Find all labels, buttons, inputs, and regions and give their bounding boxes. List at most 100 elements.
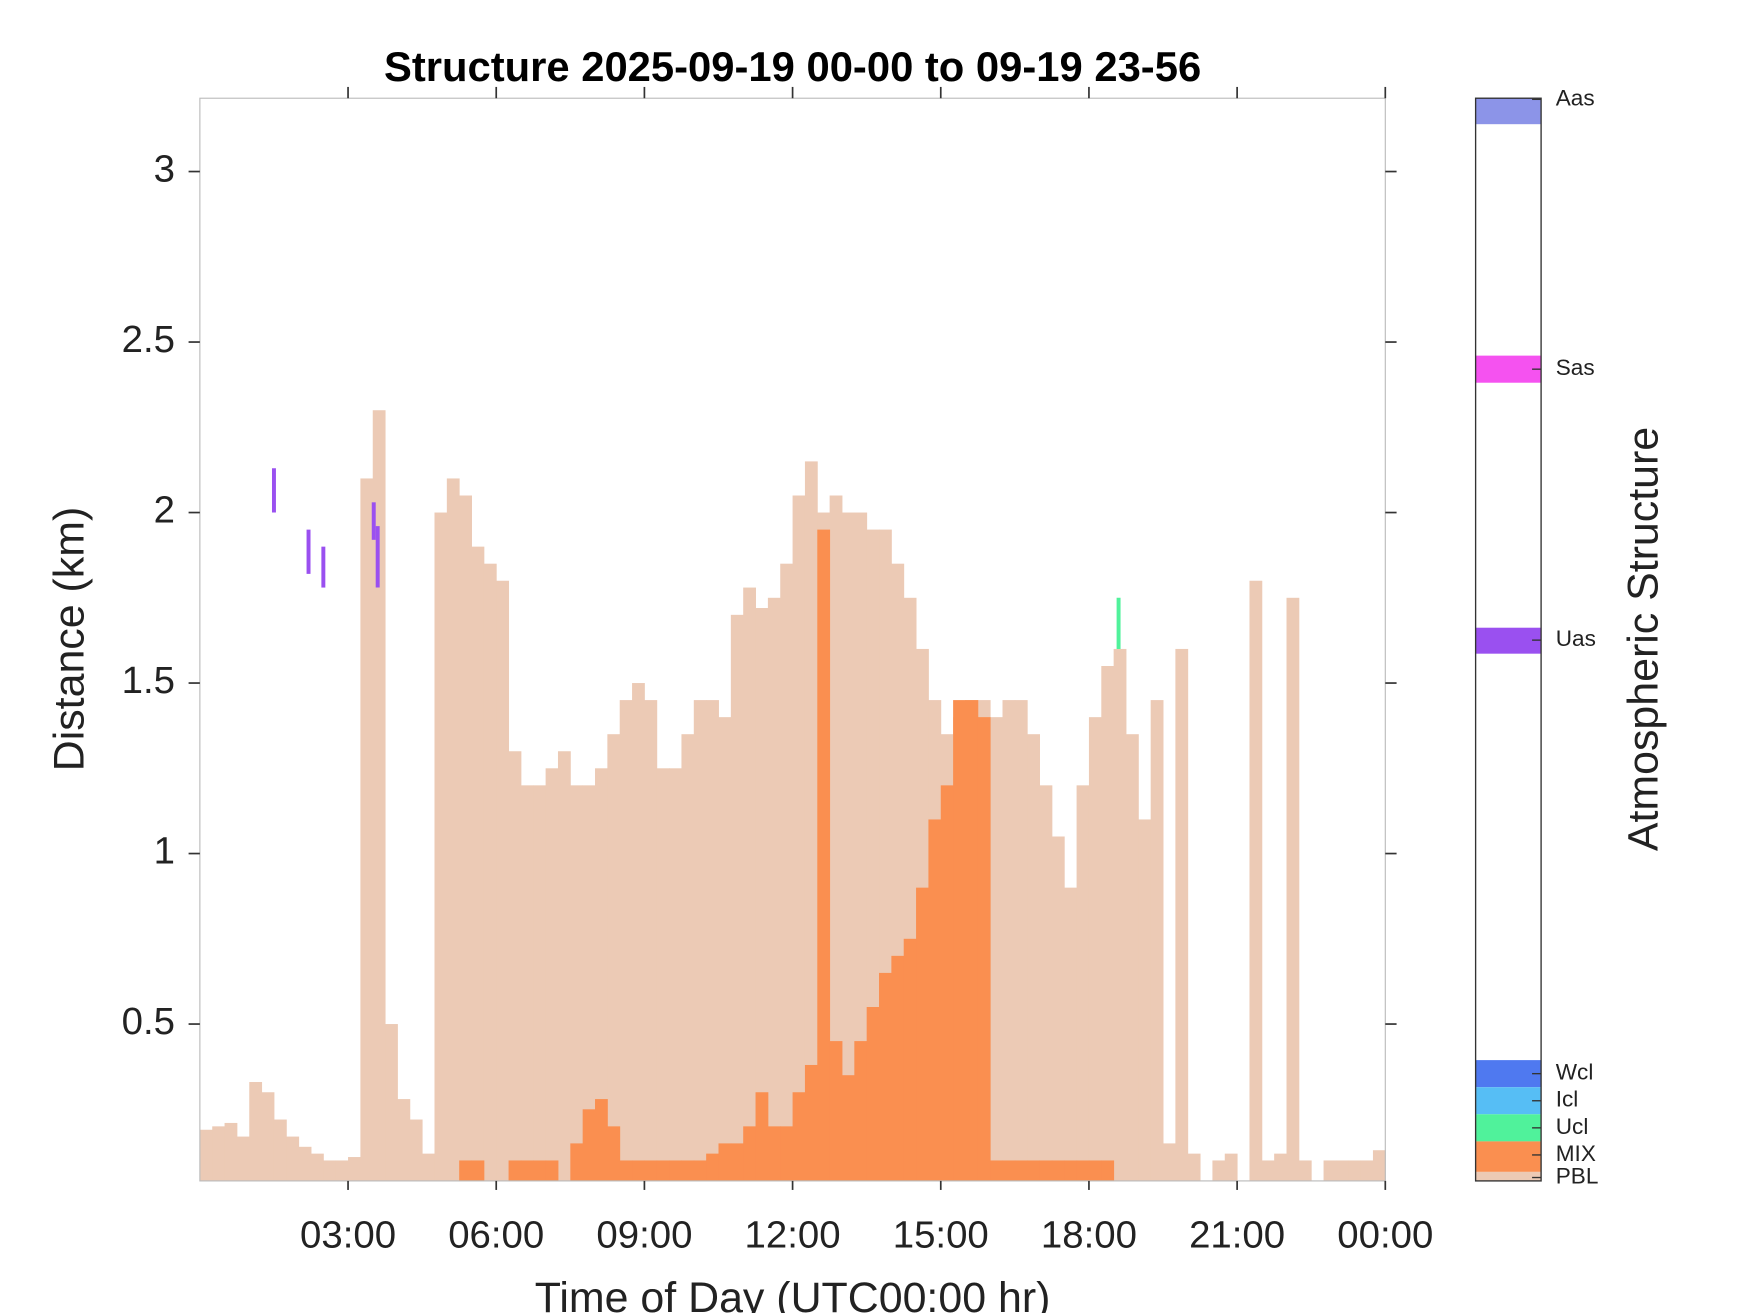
bar-pbl [780,563,794,1181]
bar-pbl [249,1082,263,1181]
bar-mix [792,1092,806,1181]
bar-mix [570,1143,584,1181]
bar-pbl [730,614,744,1181]
legend-label: MIX [1556,1141,1596,1166]
bar-pbl [854,512,868,1181]
bar-mix [903,938,917,1181]
bar-pbl [804,461,818,1181]
bar-pbl [1286,597,1300,1181]
bar-pbl [767,597,781,1181]
colorbar-frame [1474,97,1542,1182]
legend-label: Sas [1556,355,1595,380]
bar-mix [459,1160,472,1181]
bar-pbl [829,495,843,1181]
bar-pbl [669,768,682,1181]
plot [199,410,1386,1181]
bar-pbl [1224,1153,1238,1181]
bar-pbl [1372,1150,1386,1181]
bar-pbl [471,546,485,1181]
legend-label: Wcl [1556,1060,1594,1085]
colorbar-band [1475,1087,1542,1115]
bar-mix [1076,1160,1090,1181]
bar-pbl [409,1119,423,1181]
bar-pbl [990,717,1003,1181]
bar-pbl [212,1126,226,1181]
bar-mix [953,700,966,1181]
bar-pbl [298,1146,312,1181]
bar-mix [1051,1160,1065,1181]
bar-pbl [1027,734,1040,1181]
x-tick-label: 12:00 [745,1213,841,1256]
bar-mix [706,1153,719,1181]
bar-pbl [570,785,584,1181]
bar-pbl [508,751,522,1181]
y-tick-label: 1.5 [122,659,175,702]
bar-mix [1039,1160,1053,1181]
bar-mix [471,1160,485,1181]
bar-pbl [1039,785,1053,1181]
bar-pbl [1323,1160,1337,1181]
bar-mix [916,887,929,1181]
bar-mix [582,1109,596,1181]
legend-label: Aas [1556,85,1595,110]
bar-mix [755,1092,769,1181]
colorbar-band [1475,98,1542,125]
bar-pbl [199,1129,213,1181]
x-tick-label: 21:00 [1189,1213,1285,1256]
bar-mix [854,1041,868,1181]
x-tick-label: 00:00 [1337,1213,1433,1256]
bar-mix [545,1160,559,1181]
legend-label: Uas [1556,626,1596,651]
y-tick-label: 2.5 [122,318,175,361]
bar-pbl [1051,836,1065,1181]
bar-pbl [446,478,460,1181]
bar-mix [644,1160,658,1181]
x-tick-label: 15:00 [893,1213,989,1256]
bar-pbl [1274,1153,1287,1181]
legend-label: Ucl [1556,1114,1589,1139]
bar-mix [520,1160,534,1181]
y-tick-label: 3 [154,148,175,191]
bar-mix [829,1041,843,1181]
bar-mix [928,819,942,1181]
bar-mix [595,1099,608,1181]
bar-mix [891,955,905,1181]
bar-pbl [1076,785,1090,1181]
bar-pbl [693,700,707,1181]
bar-mix [1101,1160,1115,1181]
x-tick-label: 06:00 [448,1213,544,1256]
bar-pbl [1298,1160,1312,1181]
bar-pbl [335,1160,349,1181]
bar-pbl [483,563,497,1181]
bar-pbl [533,785,547,1181]
bar-mix [1002,1160,1016,1181]
bar-pbl [1150,700,1164,1181]
bar-pbl [656,768,670,1181]
bar-pbl [1175,648,1189,1181]
legend-label: Icl [1556,1087,1579,1112]
bar-mix [780,1126,794,1181]
bar-pbl [520,785,534,1181]
bar-pbl [372,410,386,1181]
bar-pbl [706,700,719,1181]
bar-pbl [397,1099,411,1181]
y-tick-label: 1 [154,830,175,873]
bar-pbl [323,1160,337,1181]
bar-mix [767,1126,781,1181]
bar-pbl [841,512,855,1181]
bar-mix [693,1160,707,1181]
bar-pbl [360,478,374,1181]
bar-mix [656,1160,670,1181]
bar-mix [804,1064,818,1181]
legend-label: PBL [1556,1163,1599,1188]
bar-mix [619,1160,633,1181]
bar-pbl [1249,580,1263,1181]
y-tick-label: 2 [154,489,175,532]
x-tick-label: 03:00 [300,1213,396,1256]
bar-pbl [1101,665,1115,1181]
bar-pbl [743,587,756,1181]
bar-pbl [273,1119,287,1181]
bar-pbl [224,1122,238,1181]
bar-pbl [1113,648,1127,1181]
bar-pbl [1064,887,1078,1181]
